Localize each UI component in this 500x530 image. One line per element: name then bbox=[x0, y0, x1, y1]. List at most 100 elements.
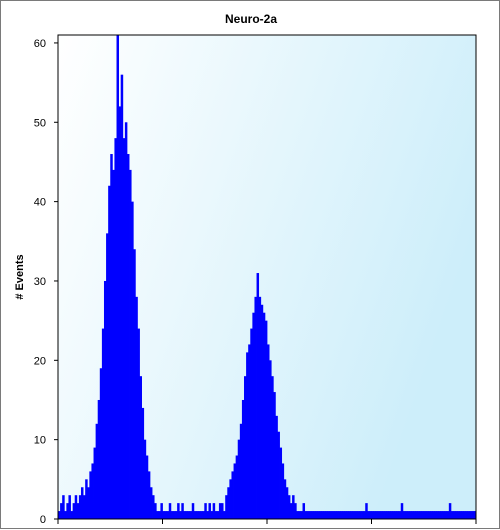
histogram-bar bbox=[463, 511, 466, 519]
histogram-bar bbox=[91, 463, 94, 519]
histogram-bar bbox=[262, 312, 266, 519]
histogram-bar bbox=[432, 511, 435, 519]
histogram-bar bbox=[358, 511, 362, 519]
histogram-bar bbox=[227, 487, 230, 519]
histogram-bar bbox=[254, 296, 257, 519]
histogram-bar bbox=[160, 503, 163, 519]
histogram-bar bbox=[120, 74, 124, 520]
histogram-bar bbox=[446, 511, 450, 519]
histogram-bar bbox=[308, 511, 312, 519]
histogram-bar bbox=[453, 511, 456, 519]
histogram-bar bbox=[68, 495, 71, 519]
histogram-bar bbox=[331, 511, 335, 519]
histogram-bar bbox=[319, 511, 322, 519]
histogram-bar bbox=[241, 399, 245, 519]
histogram-bar bbox=[404, 511, 408, 519]
histogram-bar bbox=[204, 503, 207, 519]
histogram-bar bbox=[248, 344, 251, 519]
histogram-bar bbox=[177, 503, 180, 519]
histogram-bar bbox=[225, 495, 228, 519]
histogram-bar bbox=[126, 154, 130, 519]
histogram-bar bbox=[101, 328, 105, 519]
histogram-bar bbox=[356, 511, 360, 519]
histogram-bar bbox=[99, 368, 103, 519]
histogram-bar bbox=[273, 392, 276, 519]
histogram-bar bbox=[379, 511, 383, 519]
histogram-bar bbox=[260, 304, 264, 519]
histogram-bar bbox=[185, 511, 188, 519]
y-tick-label: 10 bbox=[34, 435, 46, 447]
histogram-bar bbox=[267, 344, 270, 519]
histogram-bar bbox=[172, 511, 176, 519]
histogram-bar bbox=[147, 471, 151, 519]
histogram-bar bbox=[300, 511, 303, 519]
histogram-bar bbox=[329, 511, 333, 519]
histogram-bar bbox=[448, 503, 452, 519]
histogram-bar bbox=[206, 511, 209, 519]
histogram-bar bbox=[269, 360, 272, 519]
y-tick-label: 0 bbox=[40, 514, 46, 526]
histogram-bar bbox=[396, 511, 400, 519]
histogram-bar bbox=[95, 423, 99, 519]
histogram-bar bbox=[388, 511, 391, 519]
histogram-bar bbox=[440, 511, 443, 519]
histogram-bar bbox=[231, 471, 234, 519]
histogram-bar bbox=[66, 503, 69, 519]
histogram-bar bbox=[419, 511, 423, 519]
histogram-bar bbox=[312, 511, 316, 519]
histogram-bar bbox=[377, 511, 381, 519]
histogram-bar bbox=[335, 511, 339, 519]
histogram-bar bbox=[325, 511, 329, 519]
histogram-bar bbox=[461, 511, 464, 519]
histogram-bar bbox=[112, 169, 115, 519]
histogram-bar bbox=[139, 376, 142, 519]
histogram-bar bbox=[145, 455, 149, 519]
histogram-bar bbox=[156, 511, 159, 519]
y-tick-label: 60 bbox=[34, 38, 46, 50]
histogram-bar bbox=[183, 511, 186, 519]
histogram-bar bbox=[193, 511, 197, 519]
histogram-bar bbox=[154, 503, 157, 519]
histogram-bar bbox=[361, 511, 364, 519]
histogram-bar bbox=[354, 511, 358, 519]
histogram-bar bbox=[289, 503, 293, 519]
histogram-bar bbox=[471, 511, 475, 519]
histogram-bar bbox=[110, 154, 113, 519]
histogram-bar bbox=[70, 511, 74, 519]
histogram-bar bbox=[198, 511, 201, 519]
histogram-bar bbox=[304, 511, 308, 519]
histogram-bar bbox=[210, 511, 214, 519]
histogram-bar bbox=[369, 511, 372, 519]
histogram-bar bbox=[175, 511, 178, 519]
histogram-bar bbox=[415, 511, 418, 519]
histogram-bar bbox=[407, 511, 410, 519]
histogram-bar bbox=[450, 511, 454, 519]
histogram-bar bbox=[279, 447, 283, 519]
histogram-bar bbox=[333, 511, 337, 519]
y-axis-label: # Events bbox=[14, 254, 26, 299]
histogram-bar bbox=[287, 495, 291, 519]
histogram-bar bbox=[244, 376, 247, 519]
histogram-bar bbox=[402, 511, 406, 519]
histogram-bar bbox=[465, 511, 469, 519]
histogram-bar bbox=[97, 399, 101, 519]
y-tick-label: 30 bbox=[34, 276, 46, 288]
histogram-bar bbox=[423, 511, 427, 519]
histogram-bar bbox=[118, 106, 122, 519]
histogram-bar bbox=[344, 511, 347, 519]
histogram-bar bbox=[133, 249, 136, 520]
histogram-bar bbox=[252, 312, 255, 519]
histogram-bar bbox=[371, 511, 374, 519]
histogram-bar bbox=[246, 352, 249, 519]
histogram-bar bbox=[72, 503, 76, 519]
histogram-bar bbox=[212, 503, 216, 519]
histogram-bar bbox=[394, 511, 397, 519]
histogram-bar bbox=[275, 415, 278, 519]
histogram-bar bbox=[195, 511, 199, 519]
histogram-bar bbox=[221, 503, 224, 519]
histogram-bar bbox=[103, 280, 107, 519]
histogram-bar bbox=[76, 503, 80, 519]
histogram-bar bbox=[93, 447, 97, 519]
histogram-bar bbox=[166, 511, 170, 519]
